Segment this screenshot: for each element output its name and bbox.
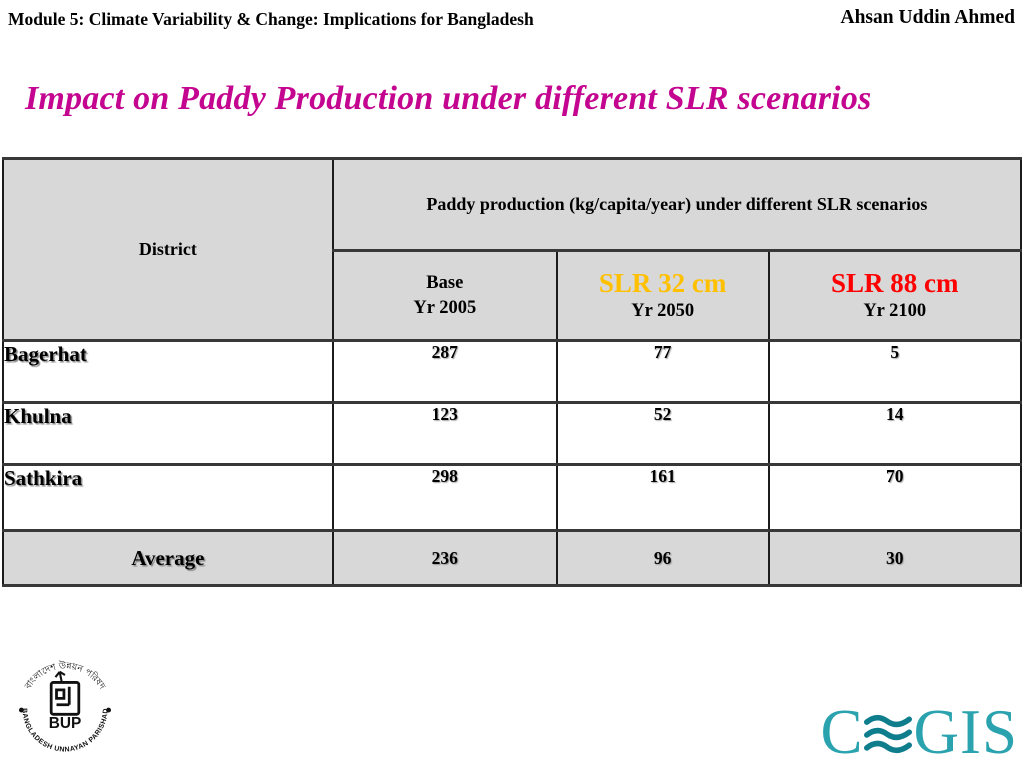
column-header-district: District <box>2 157 334 342</box>
district-name: Khulna <box>2 401 334 466</box>
average-base: 236 <box>331 529 558 587</box>
value-slr32: 52 <box>555 401 770 466</box>
value-slr32: 161 <box>555 463 770 532</box>
bup-emblem-icon <box>49 670 81 716</box>
cegis-letter-c: C <box>820 697 864 767</box>
column-header-base-label: Base <box>426 273 464 294</box>
table-span-header: Paddy production (kg/capita/year) under … <box>331 157 1023 252</box>
value-slr88: 70 <box>767 463 1023 532</box>
bup-logo: বাংলাদেশ উন্নয়ন পরিষদ BANGLADESH UNNAYA… <box>18 659 112 754</box>
column-header-slr32-label: SLR 32 cm <box>598 267 727 298</box>
column-header-base: Base Yr 2005 <box>331 249 558 342</box>
average-label: Average <box>2 529 334 587</box>
cegis-letters-gis: GIS <box>913 697 1018 767</box>
column-header-slr88: SLR 88 cm Yr 2100 <box>767 249 1023 342</box>
column-header-base-year: Yr 2005 <box>413 297 477 318</box>
top-header: Module 5: Climate Variability & Change: … <box>0 0 1024 40</box>
value-slr32: 77 <box>555 339 770 404</box>
bup-logo-right-dot <box>106 707 112 713</box>
cegis-logo: C GIS <box>820 701 1018 764</box>
value-slr88: 5 <box>767 339 1023 404</box>
value-base: 287 <box>331 339 558 404</box>
bup-logo-acronym: BUP <box>49 715 82 732</box>
bup-logo-left-dot <box>18 707 24 713</box>
table-row: Khulna 123 52 14 <box>2 401 1023 466</box>
column-header-slr88-label: SLR 88 cm <box>831 267 959 298</box>
table-row: Sathkira 298 161 70 <box>2 463 1023 532</box>
module-header: Module 5: Climate Variability & Change: … <box>8 9 534 29</box>
average-slr32: 96 <box>555 529 770 587</box>
average-row: Average 236 96 30 <box>2 529 1023 587</box>
column-header-slr88-year: Yr 2100 <box>863 301 927 321</box>
district-name: Sathkira <box>2 463 334 532</box>
value-base: 298 <box>331 463 558 532</box>
value-slr88: 14 <box>767 401 1023 466</box>
column-header-slr32-year: Yr 2050 <box>631 301 695 321</box>
waves-icon <box>864 714 913 753</box>
page-title: Impact on Paddy Production under differe… <box>25 80 872 117</box>
average-slr88: 30 <box>767 529 1023 587</box>
value-base: 123 <box>331 401 558 466</box>
column-header-slr32: SLR 32 cm Yr 2050 <box>555 249 770 342</box>
district-name: Bagerhat <box>2 339 334 404</box>
table-row: Bagerhat 287 77 5 <box>2 339 1023 404</box>
author-name: Ahsan Uddin Ahmed <box>840 7 1016 28</box>
paddy-production-table: District Paddy production (kg/capita/yea… <box>2 157 1023 587</box>
